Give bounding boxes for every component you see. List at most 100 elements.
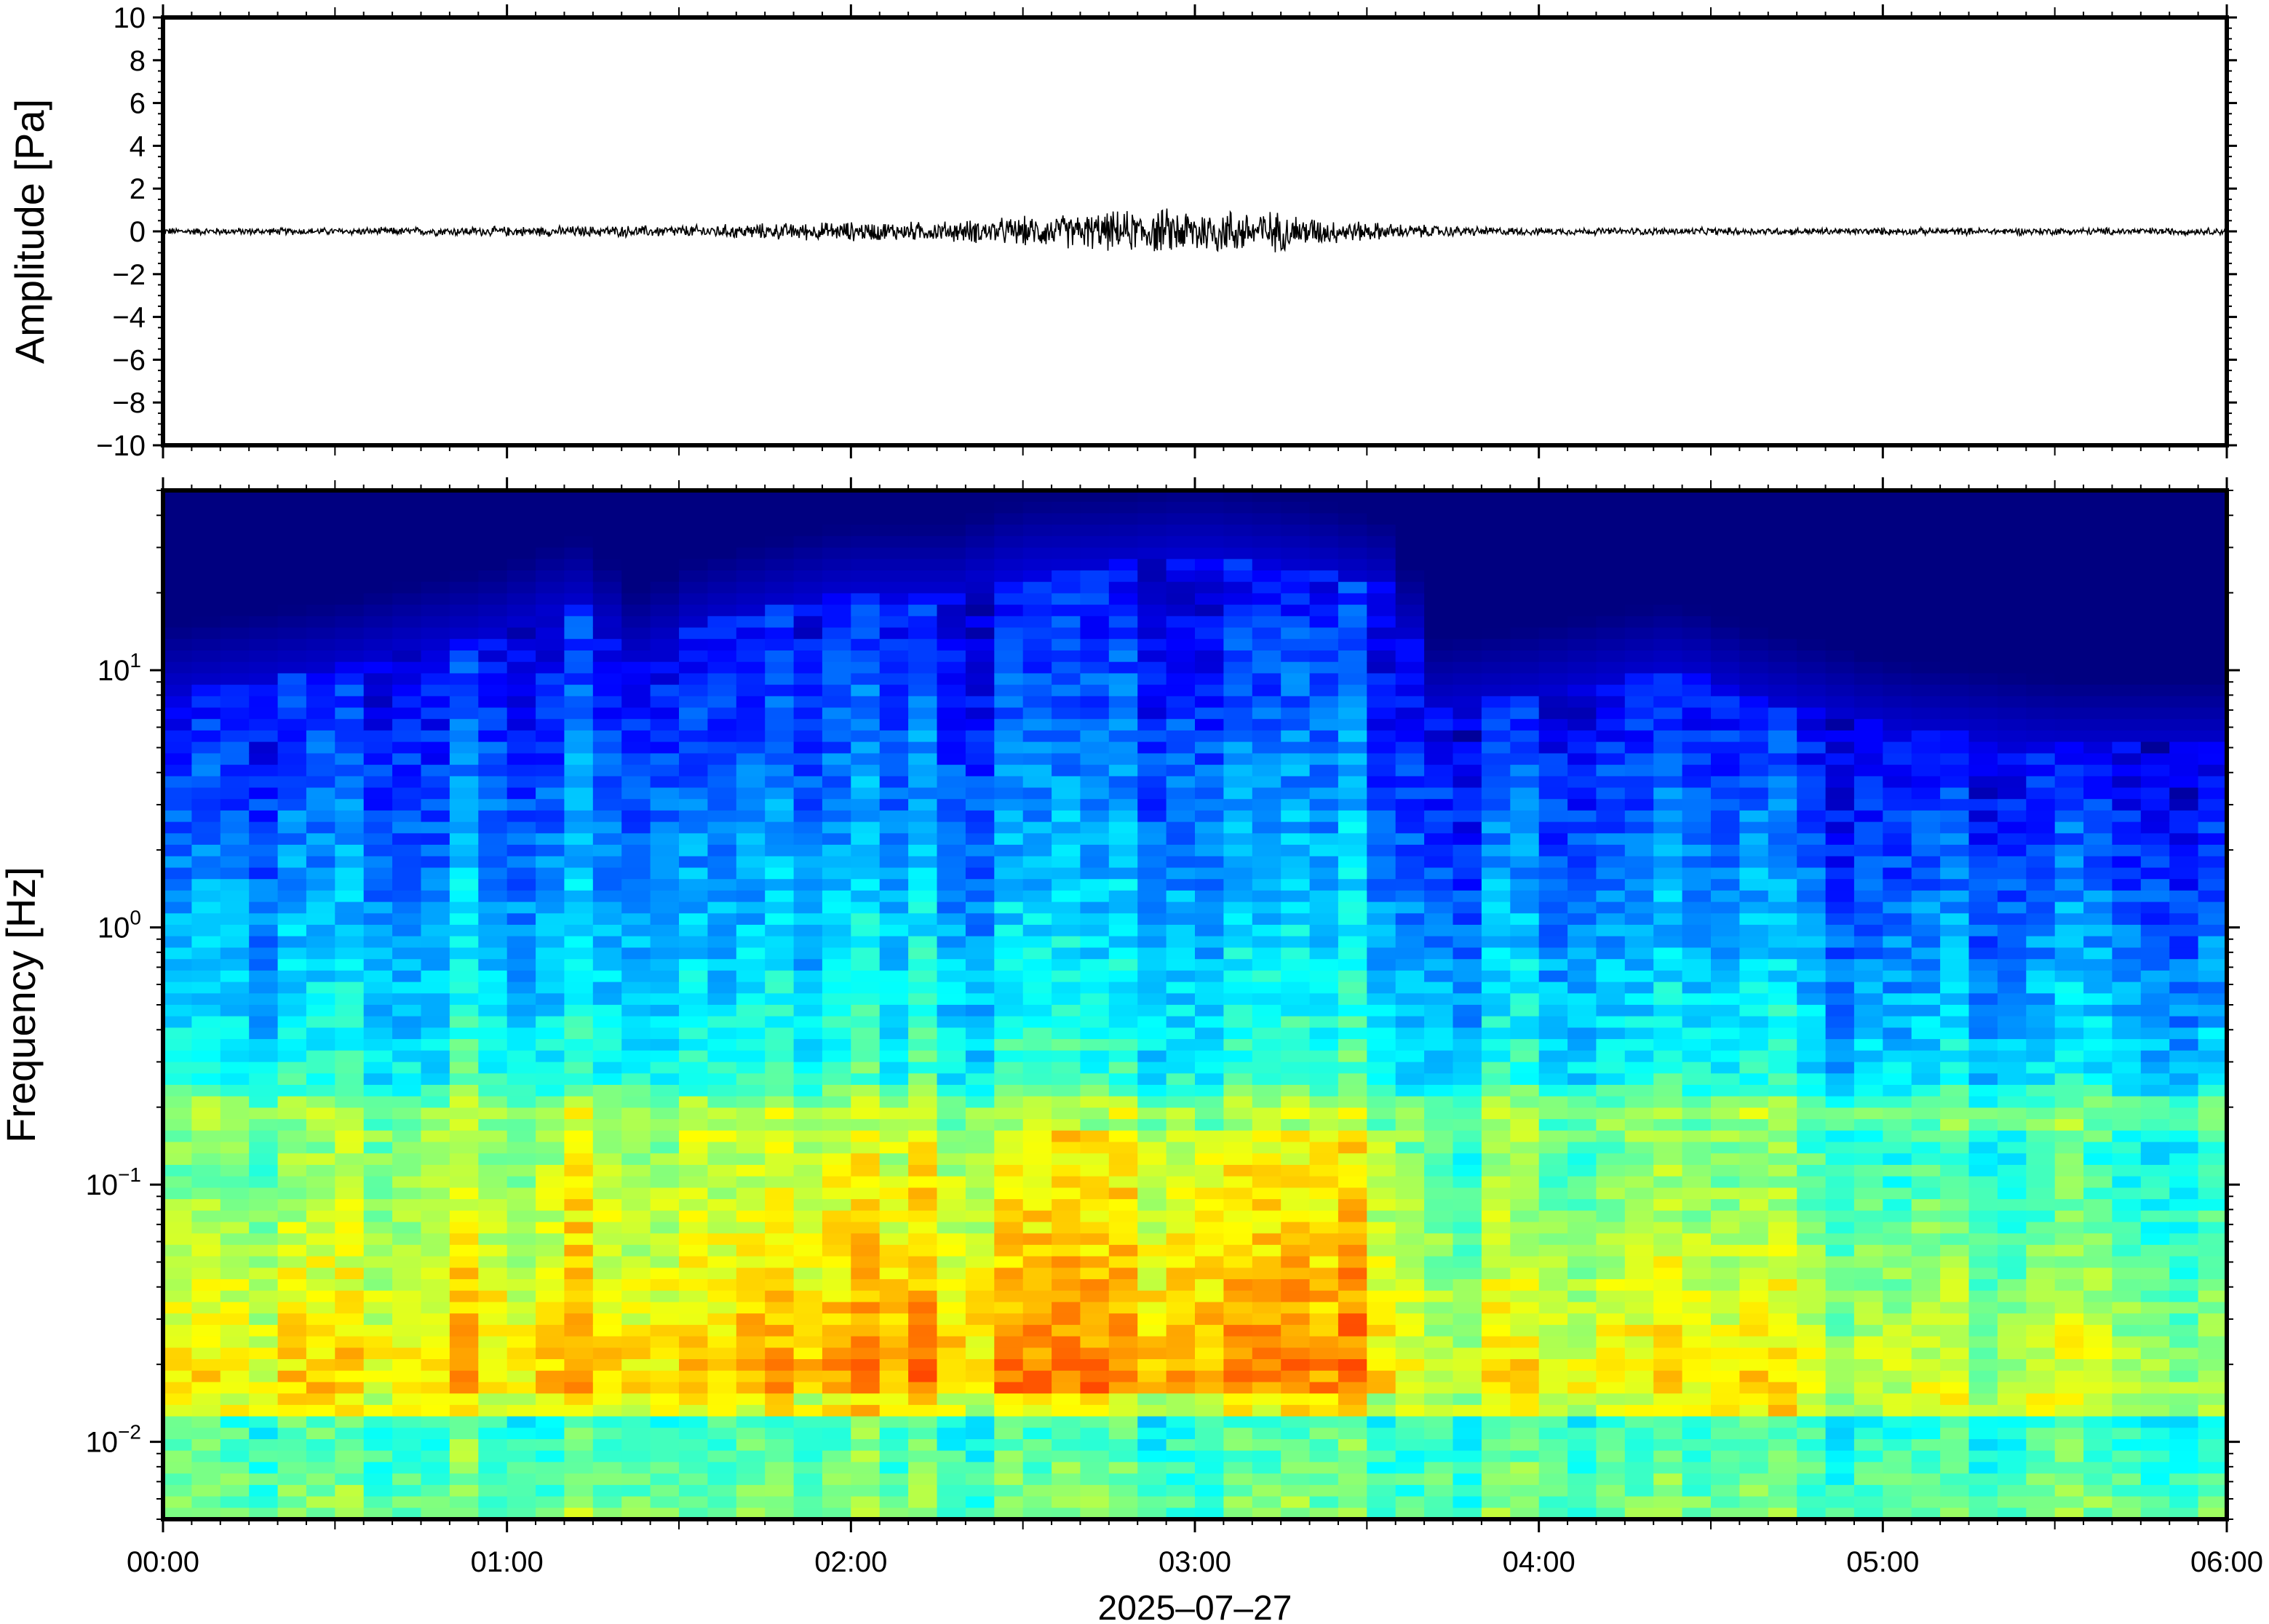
spectrogram-cell <box>707 1279 737 1291</box>
spectrogram-cell <box>306 982 336 995</box>
waveform-y-tick-label: 2 <box>130 173 146 205</box>
spectrogram-cell <box>1481 741 1511 755</box>
spectrogram-cell <box>1223 1050 1253 1063</box>
spectrogram-cell <box>1624 685 1654 697</box>
spectrogram-cell <box>277 1096 307 1109</box>
spectrogram-cell <box>1395 1404 1425 1417</box>
spectrogram-cell <box>1453 1279 1482 1291</box>
spectrogram-cell <box>908 1233 938 1246</box>
spectrogram-cell <box>1252 1382 1281 1394</box>
spectrogram-cell <box>306 970 336 983</box>
spectrogram-cell <box>220 650 250 663</box>
spectrogram-cell <box>1596 776 1626 789</box>
spectrogram-cell <box>220 1256 250 1269</box>
spectrogram-cell <box>1052 879 1081 891</box>
spectrogram-cell <box>1538 1016 1568 1029</box>
spectrogram-cell <box>822 1348 852 1360</box>
spectrogram-cell <box>879 1096 909 1109</box>
spectrogram-cell <box>707 707 737 720</box>
spectrogram-cell <box>1424 536 1454 549</box>
spectrogram-cell <box>879 1473 909 1486</box>
spectrogram-cell <box>965 639 996 651</box>
spectrogram-cell <box>1424 1233 1454 1246</box>
spectrogram-cell <box>1653 1153 1683 1166</box>
spectrogram-cell <box>163 1005 193 1017</box>
spectrogram-cell <box>1481 821 1511 835</box>
spectrogram-cell <box>363 685 393 697</box>
spectrogram-cell <box>765 1279 795 1291</box>
spectrogram-cell <box>1624 513 1654 525</box>
spectrogram-cell <box>1223 536 1253 549</box>
spectrogram-cell <box>965 856 996 869</box>
spectrogram-cell <box>1510 810 1540 823</box>
spectrogram-cell <box>1281 1508 1311 1519</box>
spectrogram-cell <box>765 1233 795 1246</box>
spectrogram-cell <box>1052 627 1081 640</box>
spectrogram-cell <box>564 696 594 709</box>
spectrogram-cell <box>879 1324 909 1337</box>
spectrogram-cell <box>592 1199 622 1211</box>
spectrogram-cell <box>1367 1187 1396 1200</box>
spectrogram-cell <box>306 821 336 835</box>
spectrogram-cell <box>994 605 1024 617</box>
spectrogram-cell <box>1538 1382 1568 1394</box>
spectrogram-cell <box>1022 1107 1052 1120</box>
spectrogram-cell <box>335 1165 365 1177</box>
spectrogram-cell <box>220 1496 250 1509</box>
spectrogram-cell <box>765 501 795 514</box>
spectrogram-cell <box>994 673 1024 685</box>
spectrogram-cell <box>421 867 450 880</box>
spectrogram-cell <box>1510 1039 1540 1051</box>
spectrogram-cell <box>478 1508 508 1519</box>
spectrogram-cell <box>650 685 680 697</box>
spectrogram-cell <box>1080 1302 1110 1314</box>
spectrogram-cell <box>306 1359 336 1372</box>
spectrogram-cell <box>994 879 1024 891</box>
spectrogram-cell <box>937 730 966 743</box>
spectrogram-cell <box>1653 1256 1683 1269</box>
spectrogram-cell <box>1108 1279 1138 1291</box>
spectrogram-cell <box>1195 1428 1225 1440</box>
spectrogram-cell <box>1022 1359 1052 1372</box>
spectrogram-cell <box>1481 593 1511 605</box>
spectrogram-cell <box>707 1187 737 1200</box>
spectrogram-cell <box>793 1382 823 1394</box>
spectrogram-cell <box>363 1130 393 1143</box>
spectrogram-cell <box>1395 1039 1425 1051</box>
spectrogram-cell <box>392 1450 422 1463</box>
spectrogram-cell <box>1052 1233 1081 1246</box>
spectrogram-cell <box>908 536 938 549</box>
spectrogram-cell <box>1137 947 1167 960</box>
spectrogram-cell <box>335 1439 365 1452</box>
spectrogram-cell <box>1596 947 1626 960</box>
spectrogram-cell <box>908 1324 938 1337</box>
spectrogram-cell <box>1538 1336 1568 1349</box>
spectrogram-cell <box>249 605 279 617</box>
spectrogram-cell <box>421 1130 450 1143</box>
spectrogram-cell <box>277 787 307 800</box>
spectrogram-cell <box>506 730 536 743</box>
spectrogram-cell <box>1453 821 1482 835</box>
spectrogram-cell <box>1653 1244 1683 1257</box>
spectrogram-cell <box>679 901 709 915</box>
spectrogram-cell <box>335 1005 365 1017</box>
spectrogram-cell <box>1338 799 1368 811</box>
spectrogram-cell <box>965 1302 996 1314</box>
spectrogram-cell <box>1424 1050 1454 1063</box>
spectrogram-cell <box>1538 1244 1568 1257</box>
spectrogram-cell <box>679 581 709 594</box>
spectrogram-cell <box>277 627 307 640</box>
spectrogram-cell <box>277 1222 307 1234</box>
spectrogram-cell <box>1481 776 1511 789</box>
spectrogram-cell <box>306 1187 336 1200</box>
spectrogram-cell <box>536 753 565 765</box>
spectrogram-cell <box>851 1119 881 1131</box>
spectrogram-cell <box>478 799 508 811</box>
spectrogram-cell <box>163 1428 193 1440</box>
spectrogram-cell <box>1252 501 1281 514</box>
spectrogram-cell <box>363 1039 393 1051</box>
spectrogram-cell <box>1080 1473 1110 1486</box>
spectrogram-cell <box>306 673 336 685</box>
spectrogram-cell <box>650 1050 680 1063</box>
spectrogram-cell <box>1052 1508 1081 1519</box>
